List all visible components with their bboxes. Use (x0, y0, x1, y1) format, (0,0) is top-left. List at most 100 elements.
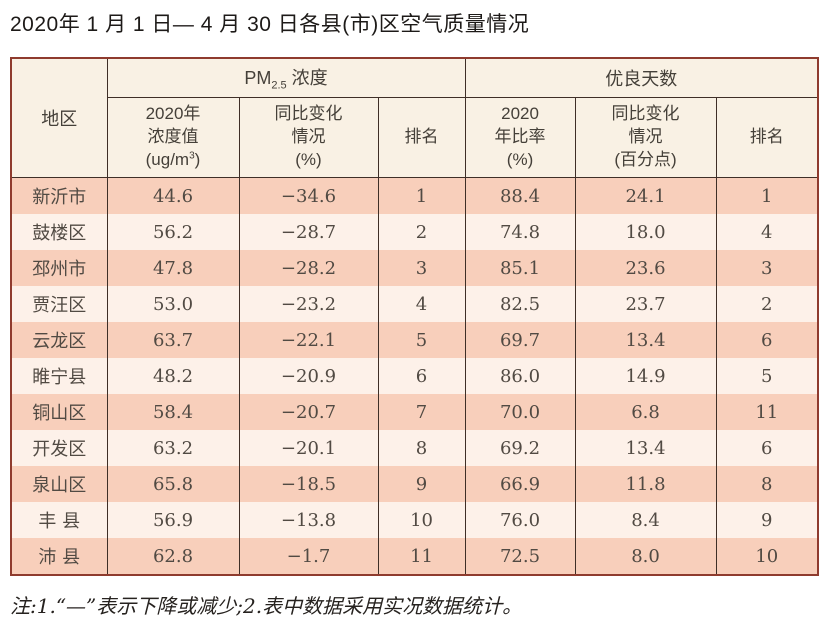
cell-good-rank: 11 (715, 394, 819, 430)
cell-pm-rank: 6 (377, 358, 466, 394)
cell-pm-value: 56.2 (106, 214, 239, 250)
cell-region: 睢宁县 (10, 358, 107, 394)
pm-label-subscript: 2.5 (271, 79, 287, 92)
unit-prefix: (ug/m (145, 149, 190, 169)
cell-region: 云龙区 (10, 322, 107, 358)
cell-good-change: 14.9 (574, 358, 717, 394)
cell-good-rate: 82.5 (464, 286, 576, 322)
header-good-rate: 2020 年比率 (%) (464, 97, 576, 178)
header-pm-change: 同比变化 情况 (%) (238, 97, 378, 178)
header-pm-value-unit: (ug/m3) (108, 149, 239, 172)
cell-good-rate: 69.7 (464, 322, 576, 358)
cell-pm-change: −20.7 (238, 394, 378, 430)
cell-good-change: 18.0 (574, 214, 717, 250)
cell-pm-change: −1.7 (238, 538, 378, 575)
header-pm-change-line1: 同比变化 (274, 104, 343, 124)
pm-label-prefix: PM (244, 68, 272, 89)
cell-region: 开发区 (10, 430, 107, 466)
header-good-rate-line1: 2020 (501, 104, 539, 124)
air-quality-table: 地区 PM2.5 浓度 优良天数 2020年 浓度值 (ug/m3) 同比变化 … (10, 57, 820, 576)
cell-good-rank: 10 (715, 538, 819, 575)
cell-pm-change: −28.2 (238, 250, 378, 286)
cell-pm-rank: 1 (377, 177, 466, 214)
cell-pm-value: 65.8 (106, 466, 239, 502)
cell-good-rank: 2 (715, 286, 819, 322)
table-row: 铜山区 58.4 −20.7 7 70.0 6.8 11 (10, 394, 819, 430)
cell-good-rank: 4 (715, 214, 819, 250)
cell-good-rate: 66.9 (464, 466, 576, 502)
cell-good-rate: 86.0 (464, 358, 576, 394)
cell-good-change: 6.8 (574, 394, 717, 430)
cell-pm-value: 56.9 (106, 502, 239, 538)
cell-good-rank: 1 (715, 177, 819, 214)
cell-pm-change: −23.2 (238, 286, 378, 322)
cell-good-change: 11.8 (574, 466, 717, 502)
header-good-change-line2: 情况 (628, 127, 663, 147)
header-group-row: 地区 PM2.5 浓度 优良天数 (10, 58, 819, 178)
cell-good-rank: 9 (715, 502, 819, 538)
cell-pm-rank: 4 (377, 286, 466, 322)
cell-pm-rank: 10 (377, 502, 466, 538)
header-sub-row: 2020年 浓度值 (ug/m3) 同比变化 情况 (%) 排名 2020 年比… (11, 97, 819, 178)
cell-good-rate: 85.1 (464, 250, 576, 286)
header-good-rank: 排名 (715, 97, 819, 178)
cell-pm-change: −22.1 (238, 322, 378, 358)
table-row: 丰 县 56.9 −13.8 10 76.0 8.4 9 (10, 502, 819, 538)
table-row: 云龙区 63.7 −22.1 5 69.7 13.4 6 (10, 322, 819, 358)
cell-pm-rank: 8 (377, 430, 466, 466)
cell-pm-rank: 7 (377, 394, 466, 430)
unit-suffix: ) (194, 149, 201, 169)
cell-pm-value: 47.8 (106, 250, 239, 286)
cell-region: 沛 县 (10, 538, 107, 575)
footnote: 注:1.“—”表示下降或减少;2.表中数据采用实况数据统计。 (10, 594, 523, 618)
cell-good-change: 13.4 (574, 430, 717, 466)
cell-good-rate: 74.8 (464, 214, 576, 250)
cell-pm-rank: 5 (377, 322, 466, 358)
cell-good-rate: 72.5 (464, 538, 576, 575)
header-pm-group: PM2.5 浓度 (106, 58, 466, 98)
cell-region: 丰 县 (10, 502, 107, 538)
header-good-days-group: 优良天数 (464, 58, 819, 98)
cell-region: 泉山区 (10, 466, 107, 502)
table-row: 开发区 63.2 −20.1 8 69.2 13.4 6 (10, 430, 819, 466)
header-pm-value: 2020年 浓度值 (ug/m3) (106, 97, 239, 178)
cell-pm-value: 53.0 (106, 286, 239, 322)
cell-good-rate: 76.0 (464, 502, 576, 538)
header-good-change-unit: (百分点) (614, 149, 677, 169)
cell-region: 贾汪区 (10, 286, 107, 322)
cell-pm-value: 48.2 (106, 358, 239, 394)
cell-good-change: 8.4 (574, 502, 717, 538)
table-row: 贾汪区 53.0 −23.2 4 82.5 23.7 2 (10, 286, 819, 322)
cell-good-change: 23.6 (574, 250, 717, 286)
table-row: 鼓楼区 56.2 −28.7 2 74.8 18.0 4 (10, 214, 819, 250)
cell-pm-value: 44.6 (106, 177, 239, 214)
cell-good-change: 24.1 (574, 177, 717, 214)
header-pm-value-line1: 2020年 (145, 104, 201, 124)
header-good-change: 同比变化 情况 (百分点) (574, 97, 717, 178)
cell-pm-change: −13.8 (238, 502, 378, 538)
pm-label-suffix: 浓度 (286, 68, 328, 89)
cell-good-change: 13.4 (574, 322, 717, 358)
cell-pm-value: 58.4 (106, 394, 239, 430)
cell-good-change: 8.0 (574, 538, 717, 575)
cell-pm-value: 62.8 (106, 538, 239, 575)
page-title: 2020年 1 月 1 日— 4 月 30 日各县(市)区空气质量情况 (10, 13, 530, 36)
header-region: 地区 (10, 58, 107, 178)
cell-good-rank: 6 (715, 322, 819, 358)
table-row: 泉山区 65.8 −18.5 9 66.9 11.8 8 (10, 466, 819, 502)
cell-good-rate: 69.2 (464, 430, 576, 466)
cell-pm-change: −20.1 (238, 430, 378, 466)
table-row: 沛 县 62.8 −1.7 11 72.5 8.0 10 (10, 538, 819, 575)
cell-pm-change: −20.9 (238, 358, 378, 394)
cell-good-rate: 88.4 (464, 177, 576, 214)
cell-good-rate: 70.0 (464, 394, 576, 430)
header-good-rate-unit: (%) (506, 149, 534, 169)
cell-pm-rank: 3 (377, 250, 466, 286)
unit-superscript: 3 (189, 150, 195, 162)
header-good-change-line1: 同比变化 (611, 104, 680, 124)
cell-good-rank: 5 (715, 358, 819, 394)
header-pm-value-line2: 浓度值 (147, 127, 199, 147)
cell-good-rank: 8 (715, 466, 819, 502)
cell-region: 铜山区 (10, 394, 107, 430)
cell-pm-rank: 11 (377, 538, 466, 575)
